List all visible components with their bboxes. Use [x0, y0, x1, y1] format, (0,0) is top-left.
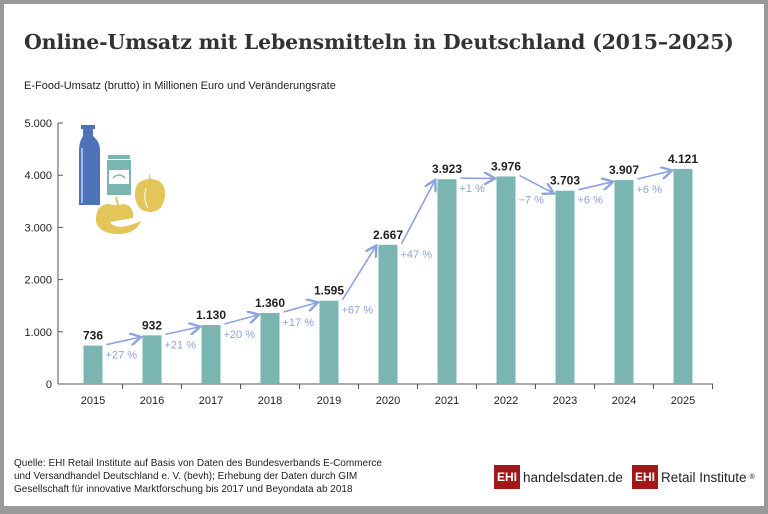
- apple-icon: [95, 196, 141, 234]
- change-label: +27 %: [106, 350, 138, 362]
- value-label: 3.703: [550, 174, 580, 188]
- x-tick-label: 2016: [140, 395, 164, 407]
- ehi-retail-institute-logo[interactable]: EHI Retail Institute ®: [632, 465, 755, 489]
- value-label: 3.923: [432, 162, 462, 176]
- y-tick-label: 0: [46, 379, 52, 391]
- x-tick-label: 2025: [671, 395, 695, 407]
- bar-2016: [142, 335, 162, 384]
- y-tick-label: 1.000: [24, 327, 52, 339]
- value-label: 2.667: [373, 228, 403, 242]
- value-label: 932: [142, 318, 162, 332]
- bar-2020: [378, 244, 398, 384]
- change-label: +21 %: [165, 339, 197, 351]
- bar-2019: [319, 300, 339, 384]
- change-label: −7 %: [519, 195, 545, 207]
- x-tick-label: 2022: [494, 395, 518, 407]
- logo-box: EHI: [632, 465, 659, 489]
- change-arrow: [519, 174, 553, 192]
- x-tick-label: 2023: [553, 395, 577, 407]
- bar-2015: [83, 345, 103, 384]
- bar-2021: [437, 179, 457, 384]
- change-label: +20 %: [224, 329, 256, 341]
- x-tick-label: 2024: [612, 395, 636, 407]
- value-label: 736: [83, 329, 103, 343]
- change-arrow: [578, 182, 612, 191]
- change-label: +17 %: [283, 317, 315, 329]
- logo-box: EHI: [494, 465, 521, 489]
- logo-text: Retail Institute: [661, 469, 747, 485]
- change-arrow: [341, 247, 376, 301]
- change-arrow: [165, 327, 199, 334]
- change-arrow: [224, 315, 258, 325]
- change-label: +6 %: [637, 184, 663, 196]
- y-tick-label: 5.000: [24, 118, 52, 130]
- source-note: Quelle: EHI Retail Institute auf Basis v…: [14, 458, 382, 495]
- x-tick-label: 2018: [258, 395, 282, 407]
- bar-2017: [201, 325, 221, 384]
- change-arrow: [400, 181, 435, 245]
- bottle-icon: [79, 125, 100, 205]
- pepper-icon: [134, 173, 166, 212]
- x-tick-label: 2017: [199, 395, 223, 407]
- value-label: 1.360: [255, 296, 285, 310]
- change-label: +47 %: [401, 249, 433, 261]
- change-arrow: [106, 337, 140, 344]
- handelsdaten-logo[interactable]: EHI handelsdaten.de: [494, 465, 623, 489]
- bar-2018: [260, 313, 280, 384]
- bar-2023: [555, 190, 575, 384]
- food-illustration: [79, 125, 166, 234]
- bar-2022: [496, 176, 516, 384]
- x-tick-label: 2021: [435, 395, 459, 407]
- change-arrow: [283, 303, 317, 313]
- chart-subtitle: E-Food-Umsatz (brutto) in Millionen Euro…: [24, 80, 336, 92]
- value-label: 1.130: [196, 308, 226, 322]
- registered-mark: ®: [749, 473, 755, 481]
- x-tick-label: 2015: [81, 395, 105, 407]
- change-arrow: [637, 171, 671, 180]
- change-label: +6 %: [578, 195, 604, 207]
- change-label: +1 %: [460, 183, 486, 195]
- value-label: 1.595: [314, 284, 344, 298]
- change-label: +67 %: [342, 305, 374, 317]
- bar-2024: [614, 180, 634, 384]
- value-label: 3.976: [491, 159, 521, 173]
- logo-text: handelsdaten.de: [523, 469, 623, 485]
- jar-icon: [107, 155, 131, 195]
- bar-2025: [673, 168, 693, 384]
- y-tick-label: 4.000: [24, 170, 52, 182]
- y-tick-label: 3.000: [24, 222, 52, 234]
- chart-title: Online-Umsatz mit Lebensmitteln in Deuts…: [24, 30, 734, 54]
- value-label: 3.907: [609, 163, 639, 177]
- y-tick-label: 2.000: [24, 275, 52, 287]
- value-label: 4.121: [668, 152, 698, 166]
- x-tick-label: 2020: [376, 395, 400, 407]
- x-tick-label: 2019: [317, 395, 341, 407]
